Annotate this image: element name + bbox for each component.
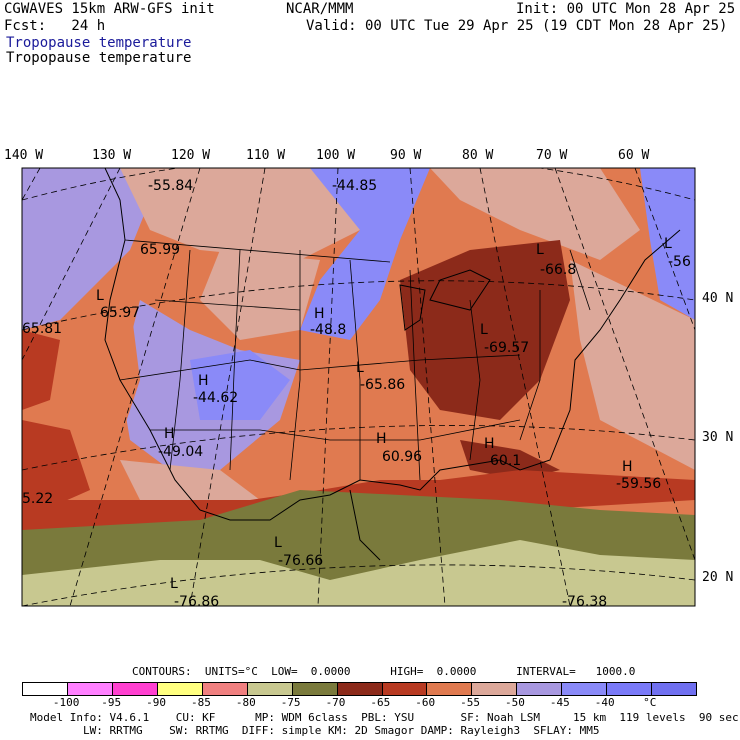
colorbar-swatch — [202, 683, 248, 695]
colorbar-swatch — [427, 683, 473, 695]
lat-label: 40 N — [702, 291, 734, 306]
low-marker: L — [170, 576, 178, 592]
colorbar-swatch — [112, 683, 158, 695]
value-label: -76.66 — [278, 553, 323, 569]
value-label: -55.84 — [148, 178, 193, 194]
value-label: -76.86 — [174, 594, 219, 610]
high-marker: H — [622, 459, 633, 475]
colorbar-label: -40 — [594, 696, 615, 709]
contours-info: CONTOURS: UNITS=°C LOW= 0.0000 HIGH= 0.0… — [132, 665, 636, 678]
colorbar-swatch — [472, 683, 518, 695]
colorbar — [22, 682, 697, 696]
value-label: -49.04 — [158, 444, 203, 460]
field-title-primary: Tropopause temperature — [6, 35, 192, 51]
model-title: CGWAVES 15km ARW-GFS init — [4, 1, 215, 17]
colorbar-label: -55 — [460, 696, 481, 709]
lon-label: 80 W — [462, 148, 494, 163]
color-field — [22, 168, 695, 606]
colorbar-swatch — [67, 683, 113, 695]
colorbar-label: -95 — [101, 696, 122, 709]
high-marker: H — [484, 436, 495, 452]
org-label: NCAR/MMM — [286, 1, 354, 17]
value-label: 65.99 — [140, 242, 180, 258]
high-marker: H — [376, 431, 387, 447]
low-marker: L — [480, 322, 488, 338]
valid-time: Valid: 00 UTC Tue 29 Apr 25 (19 CDT Mon … — [306, 18, 728, 34]
colorbar-swatch — [562, 683, 608, 695]
map-frame — [21, 167, 696, 607]
high-marker: H — [164, 426, 175, 442]
init-time: Init: 00 UTC Mon 28 Apr 25 — [516, 1, 736, 17]
colorbar-label: °C — [643, 696, 657, 709]
value-label: -56 — [668, 254, 691, 270]
value-label: -66.8 — [540, 262, 576, 278]
value-label: 60.1 — [490, 453, 521, 469]
low-marker: L — [356, 360, 364, 376]
forecast-hour: Fcst: 24 h — [4, 18, 106, 34]
lon-label: 90 W — [390, 148, 422, 163]
lon-label: 130 W — [92, 148, 132, 163]
colorbar-swatch — [157, 683, 203, 695]
low-marker: L — [664, 236, 672, 252]
colorbar-swatch — [382, 683, 428, 695]
lon-label: 120 W — [171, 148, 211, 163]
colorbar-swatch — [292, 683, 338, 695]
lon-label: 70 W — [536, 148, 568, 163]
low-marker: L — [274, 535, 282, 551]
colorbar-label: -75 — [280, 696, 301, 709]
value-label: 65.81 — [22, 321, 62, 337]
value-label: -59.56 — [616, 476, 661, 492]
colorbar-label: -100 — [52, 696, 80, 709]
lon-label: 140 W — [4, 148, 44, 163]
value-label: -44.62 — [193, 390, 238, 406]
colorbar-swatch — [517, 683, 563, 695]
colorbar-label: -85 — [190, 696, 211, 709]
value-label: -48.8 — [310, 322, 346, 338]
value-label: -44.85 — [332, 178, 377, 194]
colorbar-swatch — [337, 683, 383, 695]
value-label: -76.38 — [562, 594, 607, 610]
colorbar-label: -90 — [146, 696, 166, 709]
colorbar-label: -70 — [325, 696, 346, 709]
colorbar-label: -45 — [549, 696, 570, 709]
colorbar-label: -65 — [370, 696, 391, 709]
lon-label: 110 W — [246, 148, 286, 163]
graticule — [22, 168, 695, 606]
lat-label: 20 N — [702, 570, 734, 585]
colorbar-swatch — [247, 683, 293, 695]
field-title-secondary: Tropopause temperature — [6, 50, 192, 66]
colorbar-label: -80 — [235, 696, 256, 709]
low-marker: L — [96, 288, 104, 304]
value-label: 60.96 — [382, 449, 422, 465]
model-info-line1: Model Info: V4.6.1 CU: KF MP: WDM 6class… — [30, 711, 739, 724]
low-marker: L — [536, 242, 544, 258]
coastlines — [104, 168, 681, 561]
colorbar-label: -50 — [505, 696, 525, 709]
high-marker: H — [314, 306, 325, 322]
lon-label: 60 W — [618, 148, 650, 163]
lat-label: 30 N — [702, 430, 734, 445]
colorbar-swatch — [607, 683, 653, 695]
high-marker: H — [198, 373, 209, 389]
value-label: 5.22 — [22, 491, 53, 507]
colorbar-label: -60 — [415, 696, 436, 709]
state-borders — [119, 239, 591, 481]
lon-label: 100 W — [316, 148, 356, 163]
colorbar-swatch — [23, 683, 68, 695]
colorbar-swatch — [652, 683, 697, 695]
value-label: -69.57 — [484, 340, 529, 356]
value-label: 65.97 — [100, 305, 140, 321]
value-label: -65.86 — [360, 377, 405, 393]
model-info-line2: LW: RRTMG SW: RRTMG DIFF: simple KM: 2D … — [30, 724, 600, 737]
